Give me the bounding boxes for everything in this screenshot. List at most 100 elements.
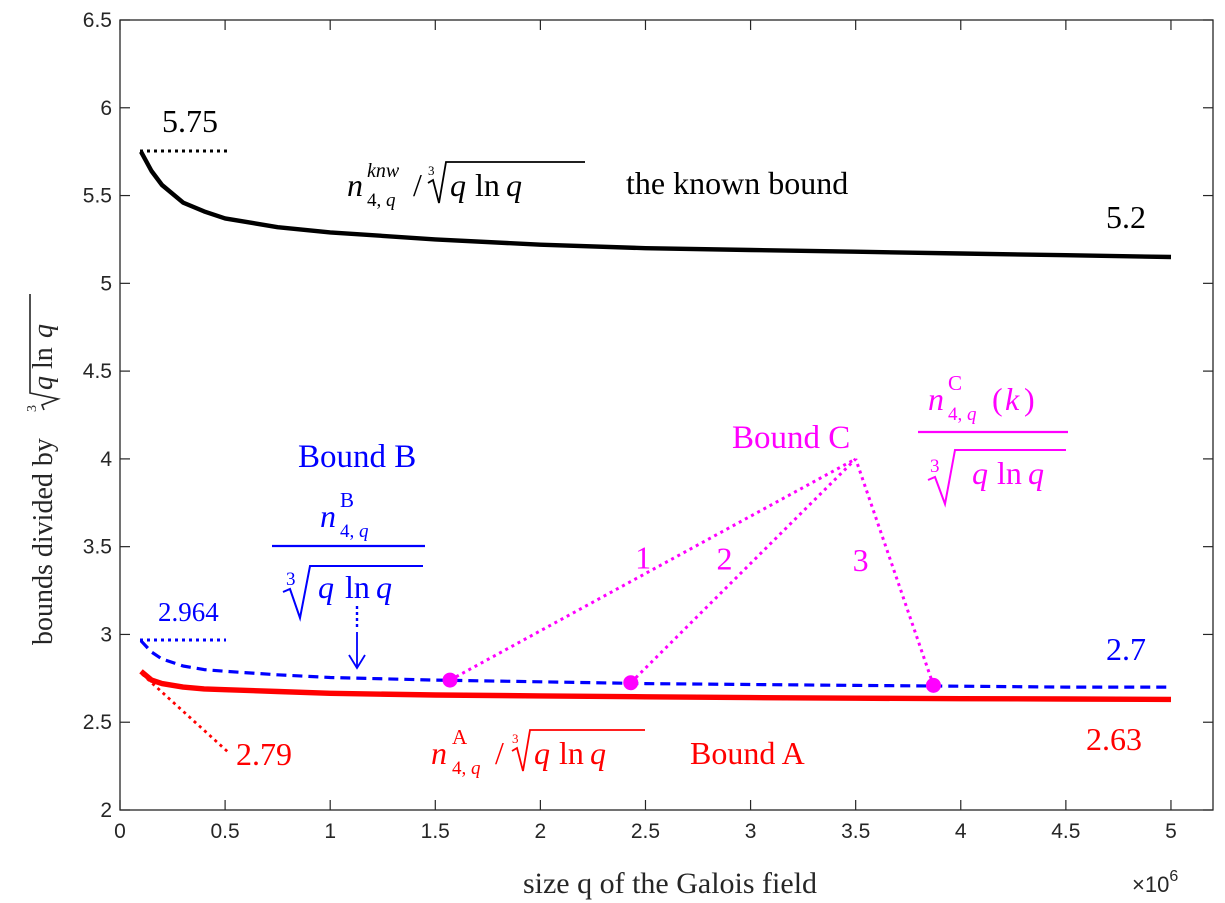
svg-text:q: q [318,569,334,605]
x-exponent-power: 6 [1169,868,1178,885]
svg-text:n: n [928,381,944,417]
x-tick-label: 4 [955,820,967,843]
y-tick-label: 3.5 [83,536,112,559]
x-axis-exponent: ×106 [1132,868,1178,897]
bound-c-point-2 [623,675,639,691]
plot-frame [119,19,1214,811]
svg-text:ln: ln [28,347,59,369]
svg-text:/: / [413,167,422,203]
bound-c-title: Bound C [732,420,850,456]
svg-text:q: q [534,735,550,771]
svg-text:ln: ln [559,735,584,771]
svg-text:q: q [506,167,522,203]
svg-text:q: q [967,404,977,425]
svg-text:ln: ln [475,167,500,203]
bound-c-label-3: 3 [853,542,869,578]
y-tick-label: 4.5 [83,360,112,383]
svg-text:q: q [1028,455,1044,491]
x-exponent-base: ×10 [1132,872,1169,897]
x-tick-label: 2.5 [631,820,660,843]
series-layer [139,150,1172,703]
series-line-known [139,150,1172,260]
svg-text:ln: ln [997,455,1022,491]
series-line-b [139,639,1171,689]
annotation-layer: size q of the Galois field ×106 bounds d… [25,103,1178,900]
svg-text:3: 3 [286,569,296,590]
svg-text:n: n [347,167,363,203]
svg-text:q: q [386,190,396,211]
y-tick-label: 2 [100,799,112,822]
x-tick-label: 1.5 [421,820,450,843]
svg-text:B: B [340,488,354,512]
svg-text:q: q [28,324,59,338]
bound-b-start-label: 2.964 [158,597,219,627]
y-tick-label: 5.5 [83,185,112,208]
svg-text:4,: 4, [452,758,466,779]
x-tick-label: 0 [114,820,126,843]
bound-c-formula: n C 4, q ( k ) 3 q ln q [918,371,1068,508]
bound-c-connector-1 [449,457,857,682]
x-tick-label: 3 [745,820,757,843]
bound-a-formula: n A 4, q / 3 q ln q [431,725,645,779]
x-tick-label: 3.5 [841,820,870,843]
bound-a-title: Bound A [690,735,805,771]
bound-b-end-label: 2.7 [1106,631,1146,667]
svg-text:q: q [471,758,481,779]
svg-text:knw: knw [367,160,400,182]
svg-text:q: q [28,376,59,390]
svg-text:): ) [1024,381,1035,417]
y-tick-label: 2.5 [83,711,112,734]
bound-a-start-label: 2.79 [236,736,292,772]
y-tick-label: 3 [100,623,112,646]
svg-text:4,: 4, [948,404,962,425]
svg-text:n: n [320,498,336,534]
y-axis-label-text: bounds divided by [28,438,59,645]
plot-area [119,19,1214,811]
svg-text:4,: 4, [367,190,381,211]
svg-text:q: q [359,521,369,542]
bound-b-title: Bound B [298,439,416,475]
y-axis-label-root: 3 q ln q [25,294,61,412]
svg-text:ln: ln [345,569,370,605]
known-caption: the known bound [626,165,848,201]
bound-a-end-label: 2.63 [1086,721,1142,757]
axis-ticks: 0 0.5 1 1.5 2 2.5 3 3.5 4 4.5 5 2 2.5 3 3.5 4 4.5 5 5.5 6 6.… [83,9,1213,843]
x-tick-label: 1 [324,820,336,843]
svg-text:k: k [1005,381,1020,417]
svg-text:C: C [948,371,962,395]
y-tick-label: 6.5 [83,9,112,32]
bound-a-start-pointer [141,672,229,754]
known-formula: n knw 4, q / 3 q ln q [347,160,585,211]
svg-text:3: 3 [512,731,519,746]
x-tick-label: 2 [535,820,547,843]
known-start-label: 5.75 [162,103,218,139]
bound-c-label-2: 2 [716,541,732,577]
bound-c-label-1: 1 [635,539,651,575]
x-axis-label: size q of the Galois field [523,867,817,900]
svg-text:n: n [431,735,447,771]
y-axis-label: bounds divided by 3 q ln q [25,294,61,645]
svg-text:4,: 4, [340,521,354,542]
svg-text:3: 3 [25,405,40,412]
y-tick-label: 4 [100,448,112,471]
y-tick-label: 6 [100,97,112,120]
svg-text:q: q [972,455,988,491]
series-line-a [139,669,1172,703]
y-tick-label: 5 [100,272,112,295]
svg-text:3: 3 [930,456,940,477]
svg-text:3: 3 [428,163,435,178]
x-tick-label: 4.5 [1051,820,1080,843]
svg-text:q: q [590,735,606,771]
bound-b-pointer-head [348,654,366,670]
svg-text:A: A [452,725,468,749]
x-tick-label: 0.5 [210,820,239,843]
svg-text:q: q [450,167,466,203]
known-end-label: 5.2 [1106,199,1146,235]
svg-text:/: / [495,735,504,771]
svg-text:q: q [376,569,392,605]
bound-c-connector-3 [854,458,935,686]
bound-b-formula: n B 4, q 3 q ln q [272,488,425,622]
svg-text:(: ( [992,381,1003,417]
bound-c-point-1 [442,672,458,688]
